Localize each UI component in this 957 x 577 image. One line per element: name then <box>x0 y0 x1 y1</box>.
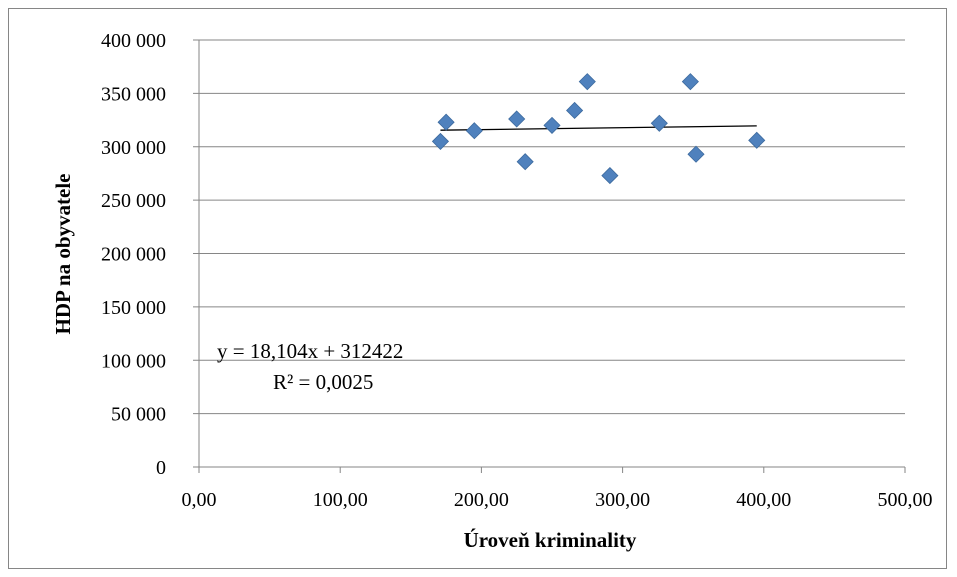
data-point <box>601 167 619 185</box>
data-point <box>578 73 596 91</box>
x-tick-label: 100,00 <box>313 489 368 511</box>
trendline <box>440 125 757 131</box>
y-tick-label: 50 000 <box>111 404 166 426</box>
data-point <box>748 131 766 149</box>
data-point <box>650 114 668 132</box>
y-tick-label: 0 <box>156 457 166 479</box>
data-point <box>508 110 526 128</box>
data-point <box>681 73 699 91</box>
data-point <box>431 132 450 150</box>
trendline-group <box>440 125 757 131</box>
data-point <box>566 101 584 120</box>
y-tick-label: 100 000 <box>101 350 166 372</box>
trendline-r-squared: R² = 0,0025 <box>273 370 373 394</box>
x-tick-label: 300,00 <box>595 489 650 511</box>
x-tick-label: 200,00 <box>454 489 509 511</box>
data-point <box>516 153 534 171</box>
data-point <box>543 116 561 134</box>
axes <box>193 39 906 473</box>
y-tick-label: 400 000 <box>101 30 166 52</box>
y-tick-label: 150 000 <box>101 297 166 319</box>
y-tick-label: 300 000 <box>101 137 166 159</box>
chart-frame <box>8 8 947 569</box>
data-point <box>437 113 455 131</box>
x-tick-labels: 0,00 100,00 200,00 300,00 400,00 500,00 <box>182 489 933 511</box>
y-tick-label: 200 000 <box>101 244 166 266</box>
x-tick-label: 0,00 <box>182 489 217 511</box>
data-point <box>465 122 483 140</box>
y-axis-title: HDP na obyvatele <box>51 174 75 335</box>
trendline-equation: y = 18,104x + 312422 <box>217 339 403 363</box>
data-points <box>431 73 766 185</box>
x-tick-label: 400,00 <box>736 489 791 511</box>
y-tick-labels: 0 50 000 100 000 150 000 200 000 250 000 300 0… <box>101 30 166 479</box>
x-tick-label: 500,00 <box>878 489 933 511</box>
gridlines <box>199 39 905 415</box>
data-point <box>687 145 705 163</box>
y-tick-label: 350 000 <box>101 83 166 105</box>
y-tick-label: 250 000 <box>101 190 166 212</box>
x-axis-title: Úroveň kriminality <box>464 528 637 552</box>
